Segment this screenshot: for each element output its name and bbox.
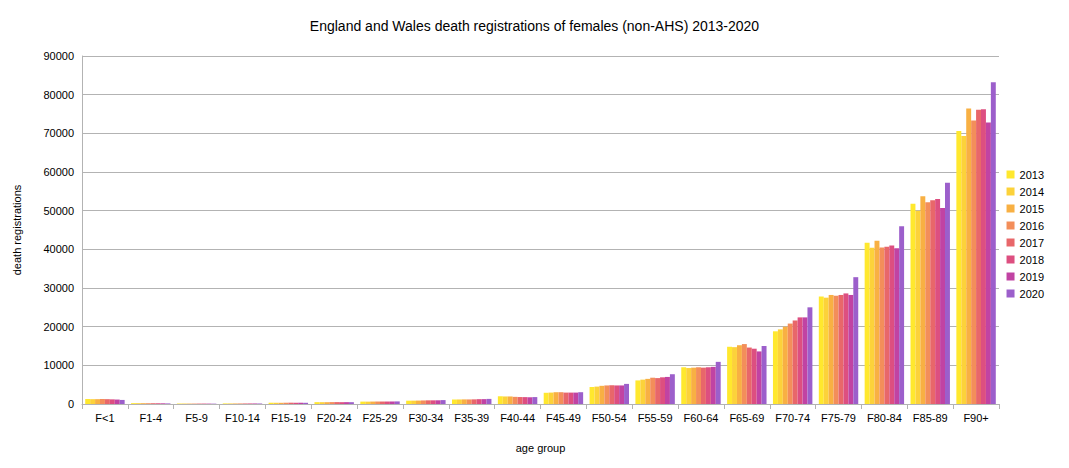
svg-text:F15-19: F15-19 [271, 412, 306, 424]
svg-text:2015: 2015 [1020, 203, 1044, 215]
svg-text:2017: 2017 [1020, 237, 1044, 249]
svg-text:2016: 2016 [1020, 220, 1044, 232]
svg-text:F65-69: F65-69 [729, 412, 764, 424]
svg-text:10000: 10000 [43, 359, 74, 371]
svg-text:F45-49: F45-49 [546, 412, 581, 424]
svg-text:90000: 90000 [43, 50, 74, 62]
svg-text:F50-54: F50-54 [592, 412, 627, 424]
svg-text:F80-84: F80-84 [867, 412, 902, 424]
svg-text:40000: 40000 [43, 243, 74, 255]
svg-text:2013: 2013 [1020, 169, 1044, 181]
svg-text:F1-4: F1-4 [139, 412, 162, 424]
svg-text:F70-74: F70-74 [775, 412, 810, 424]
svg-text:F30-34: F30-34 [408, 412, 443, 424]
svg-text:2014: 2014 [1020, 186, 1044, 198]
svg-text:F75-79: F75-79 [821, 412, 856, 424]
svg-text:F90+: F90+ [963, 412, 988, 424]
svg-text:F60-64: F60-64 [684, 412, 719, 424]
svg-text:F5-9: F5-9 [185, 412, 208, 424]
svg-text:age group: age group [516, 442, 566, 454]
svg-text:England and Wales death regist: England and Wales death registrations of… [310, 18, 760, 34]
svg-text:F20-24: F20-24 [317, 412, 352, 424]
svg-text:F40-44: F40-44 [500, 412, 535, 424]
svg-text:2020: 2020 [1020, 288, 1044, 300]
svg-text:F55-59: F55-59 [638, 412, 673, 424]
svg-text:20000: 20000 [43, 321, 74, 333]
svg-text:0: 0 [68, 398, 74, 410]
svg-text:death registrations: death registrations [11, 184, 23, 275]
svg-text:2018: 2018 [1020, 254, 1044, 266]
svg-text:F35-39: F35-39 [454, 412, 489, 424]
svg-text:30000: 30000 [43, 282, 74, 294]
svg-text:70000: 70000 [43, 127, 74, 139]
svg-text:F<1: F<1 [95, 412, 114, 424]
svg-text:F85-89: F85-89 [913, 412, 948, 424]
svg-text:60000: 60000 [43, 166, 74, 178]
svg-text:F10-14: F10-14 [225, 412, 260, 424]
svg-text:F25-29: F25-29 [363, 412, 398, 424]
svg-text:2019: 2019 [1020, 271, 1044, 283]
svg-text:80000: 80000 [43, 89, 74, 101]
svg-text:50000: 50000 [43, 205, 74, 217]
